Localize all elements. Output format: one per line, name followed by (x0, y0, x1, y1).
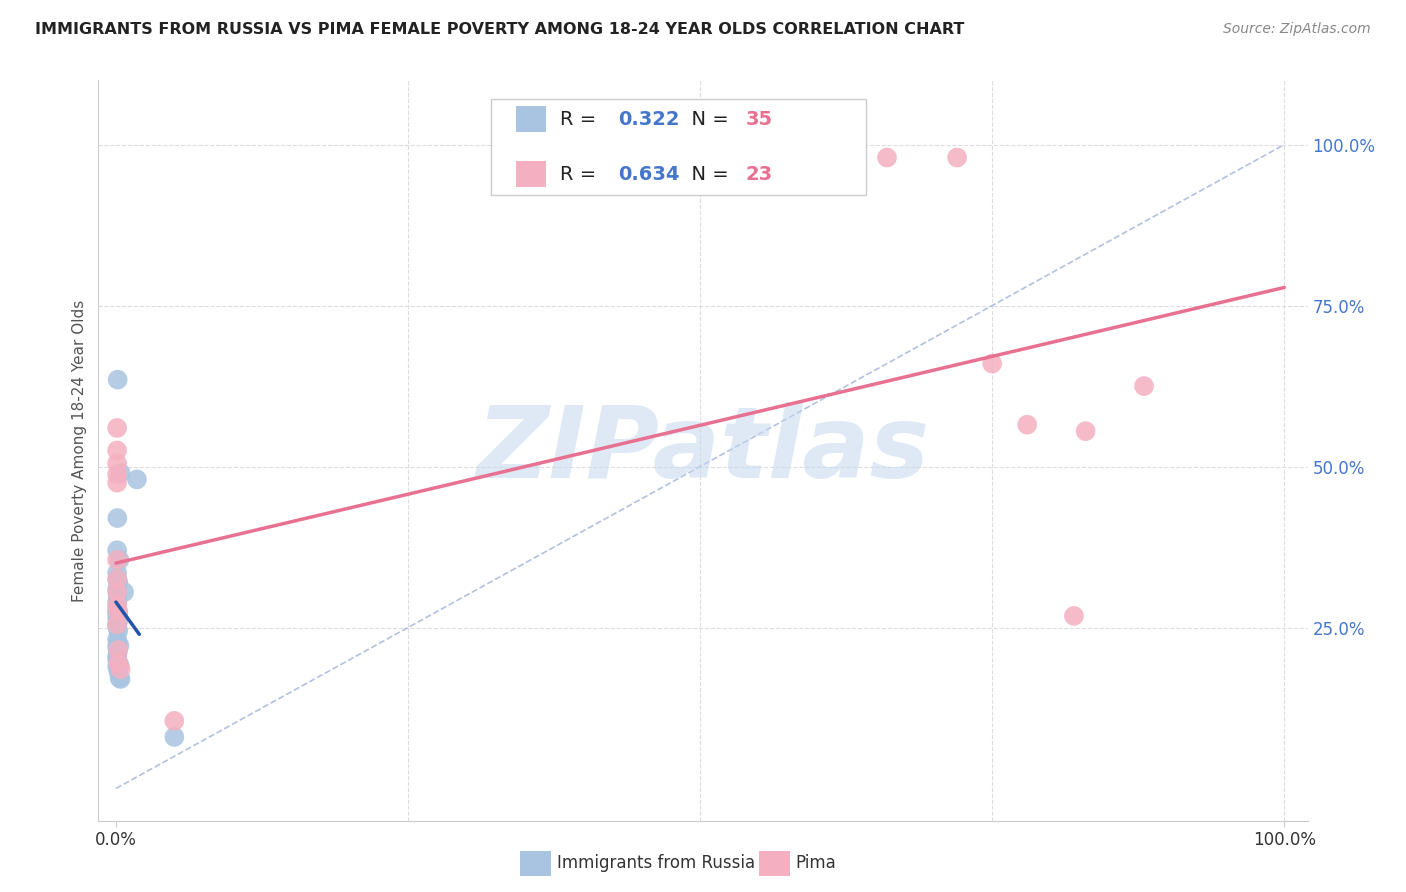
Point (105, 601, 128, 615)
Point (105, 653, 128, 667)
Point (105, 566, 128, 580)
Point (105, 582, 128, 596)
Point (105, 543, 128, 558)
Point (105, 598, 128, 612)
Point (105, 595, 128, 609)
Point (110, 672, 132, 686)
Point (105, 617, 128, 632)
Text: 23: 23 (745, 165, 772, 184)
Y-axis label: Female Poverty Among 18-24 Year Olds: Female Poverty Among 18-24 Year Olds (72, 300, 87, 601)
Point (105, 572, 128, 586)
Point (163, 730, 186, 744)
Point (105, 659, 128, 673)
Point (107, 604, 129, 618)
Point (108, 553, 131, 567)
Point (107, 373, 129, 387)
Text: N =: N = (679, 165, 735, 184)
Point (1133, 379, 1156, 393)
Text: R =: R = (561, 165, 603, 184)
Point (105, 456, 128, 470)
Point (107, 656, 129, 670)
Point (108, 671, 131, 685)
Point (105, 640, 128, 654)
Point (107, 643, 129, 657)
Point (110, 662, 132, 676)
Point (112, 585, 135, 599)
Point (107, 665, 129, 679)
Point (105, 619, 128, 633)
Point (105, 649, 128, 664)
Point (946, 151, 969, 165)
Text: IMMIGRANTS FROM RUSSIA VS PIMA FEMALE POVERTY AMONG 18-24 YEAR OLDS CORRELATION : IMMIGRANTS FROM RUSSIA VS PIMA FEMALE PO… (35, 22, 965, 37)
Point (105, 605, 128, 619)
Point (110, 466, 132, 480)
Text: R =: R = (561, 110, 603, 128)
Text: 35: 35 (745, 110, 772, 128)
Point (105, 467, 128, 482)
Point (107, 624, 129, 638)
Point (108, 639, 131, 653)
Point (107, 637, 129, 651)
Point (107, 588, 129, 602)
Text: Immigrants from Russia: Immigrants from Russia (557, 855, 755, 872)
Point (876, 151, 898, 165)
Point (105, 572, 128, 586)
FancyBboxPatch shape (492, 99, 866, 195)
Point (105, 475, 128, 490)
Bar (516, 161, 546, 187)
Bar (516, 106, 546, 132)
Text: ZIPatlas: ZIPatlas (477, 402, 929, 499)
Point (108, 657, 131, 672)
Point (1063, 608, 1085, 623)
Point (105, 632, 128, 646)
Point (105, 443, 128, 458)
Point (107, 607, 129, 622)
Point (125, 472, 148, 486)
Point (105, 585, 128, 599)
Point (107, 645, 129, 659)
Point (107, 575, 129, 590)
Point (806, 151, 828, 165)
Point (1074, 424, 1097, 438)
Point (981, 357, 1004, 371)
Point (105, 617, 128, 632)
Point (107, 614, 129, 628)
Point (1017, 417, 1039, 432)
Text: Pima: Pima (796, 855, 837, 872)
Point (105, 607, 128, 621)
Point (105, 421, 128, 435)
Text: 0.322: 0.322 (619, 110, 681, 128)
Text: 0.634: 0.634 (619, 165, 681, 184)
Text: N =: N = (679, 110, 735, 128)
Point (105, 511, 128, 525)
Point (163, 714, 186, 728)
Point (105, 611, 128, 625)
Point (105, 553, 128, 567)
Text: Source: ZipAtlas.com: Source: ZipAtlas.com (1223, 22, 1371, 37)
